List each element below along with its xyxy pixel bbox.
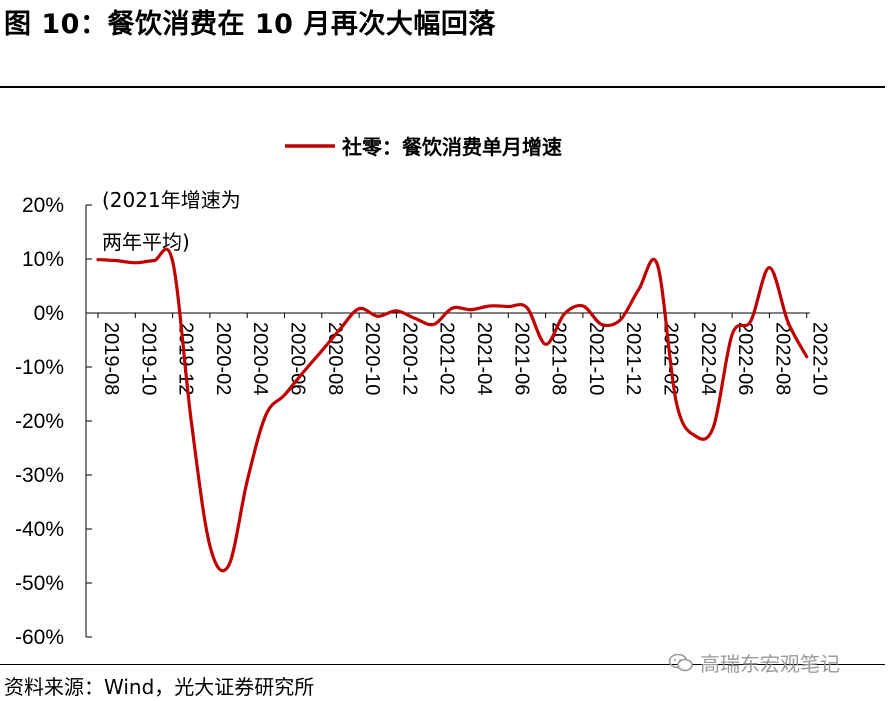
x-tick-label: 2020-12 — [398, 322, 420, 395]
x-tick-label: 2022-04 — [697, 322, 719, 395]
figure-title: 图 10：餐饮消费在 10 月再次大幅回落 — [4, 9, 496, 40]
legend: 社零：餐饮消费单月增速 — [285, 135, 562, 159]
y-tick-label: -30% — [15, 464, 64, 487]
x-tick-label: 2021-06 — [510, 322, 532, 395]
annotation-line: 两年平均) — [102, 230, 190, 254]
legend-label: 社零：餐饮消费单月增速 — [341, 135, 562, 159]
x-tick-label: 2021-04 — [473, 322, 495, 395]
x-tick-label: 2022-08 — [771, 322, 793, 395]
x-tick-label: 2020-10 — [361, 322, 383, 395]
x-tick-label: 2021-12 — [622, 322, 644, 395]
x-tick-label: 2020-06 — [287, 322, 309, 395]
x-tick-label: 2021-02 — [436, 322, 458, 395]
wechat-icon — [668, 653, 693, 671]
series-layer — [96, 247, 809, 573]
y-tick-label: -10% — [15, 356, 64, 379]
y-tick-label: -20% — [15, 410, 64, 433]
x-tick-label: 2021-08 — [548, 322, 570, 395]
top-divider — [0, 86, 885, 88]
annotation-line: (2021年增速为 — [102, 188, 241, 212]
x-tick-label: 2019-10 — [137, 322, 159, 395]
y-tick-label: 10% — [22, 248, 64, 271]
y-axis: 20% 10% 0% -10% -20% -30% -40% -50% -60% — [15, 194, 92, 649]
x-tick-label: 2019-08 — [100, 322, 122, 395]
y-tick-label: 20% — [22, 194, 64, 217]
series-line-dining-consumption — [96, 247, 809, 573]
x-tick-label: 2020-04 — [249, 322, 271, 395]
x-tick-label: 2022-06 — [734, 322, 756, 395]
source-note: 资料来源：Wind，光大证券研究所 — [4, 675, 315, 699]
y-tick-label: -50% — [15, 572, 64, 595]
x-tick-label: 2022-10 — [809, 322, 831, 395]
bottom-divider — [0, 664, 885, 665]
watermark: 高瑞东宏观笔记 — [668, 648, 840, 677]
y-tick-label: -60% — [15, 626, 64, 649]
x-axis: 2019-08 2019-10 2019-12 2020-02 2020-04 2020-… — [86, 312, 831, 395]
watermark-text: 高瑞东宏观笔记 — [700, 652, 840, 676]
y-tick-label: -40% — [15, 518, 64, 541]
x-tick-label: 2020-02 — [212, 322, 234, 395]
y-tick-label: 0% — [34, 302, 64, 325]
x-tick-label: 2021-10 — [585, 322, 607, 395]
